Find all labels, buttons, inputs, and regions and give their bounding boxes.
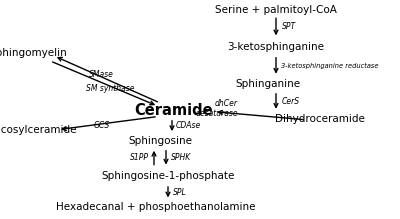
Text: GCS: GCS — [94, 121, 110, 130]
Text: CerS: CerS — [281, 97, 299, 106]
Text: Ceramide: Ceramide — [135, 103, 213, 118]
Text: CDAse: CDAse — [176, 121, 201, 131]
Text: 3-ketosphinganine: 3-ketosphinganine — [228, 42, 324, 52]
Text: SPHK: SPHK — [171, 153, 192, 162]
Text: SM synthase: SM synthase — [86, 83, 134, 93]
Text: dhCer
desaturase: dhCer desaturase — [195, 99, 238, 118]
Text: Sphingosine-1-phosphate: Sphingosine-1-phosphate — [101, 171, 235, 181]
Text: 3-ketosphinganine reductase: 3-ketosphinganine reductase — [281, 63, 379, 69]
Text: Hexadecanal + phosphoethanolamine: Hexadecanal + phosphoethanolamine — [56, 202, 256, 212]
Text: Glucosylceramide: Glucosylceramide — [0, 125, 77, 135]
Text: S1PP: S1PP — [130, 153, 149, 162]
Text: Serine + palmitoyl-CoA: Serine + palmitoyl-CoA — [215, 5, 337, 15]
Text: Dihydroceramide: Dihydroceramide — [275, 114, 365, 124]
Text: SPL: SPL — [173, 188, 186, 197]
Text: Sphinganine: Sphinganine — [236, 79, 300, 89]
Text: Sphingomyelin: Sphingomyelin — [0, 48, 67, 58]
Text: SMase: SMase — [89, 69, 114, 79]
Text: Sphingosine: Sphingosine — [128, 136, 192, 146]
Text: SPT: SPT — [282, 22, 296, 31]
